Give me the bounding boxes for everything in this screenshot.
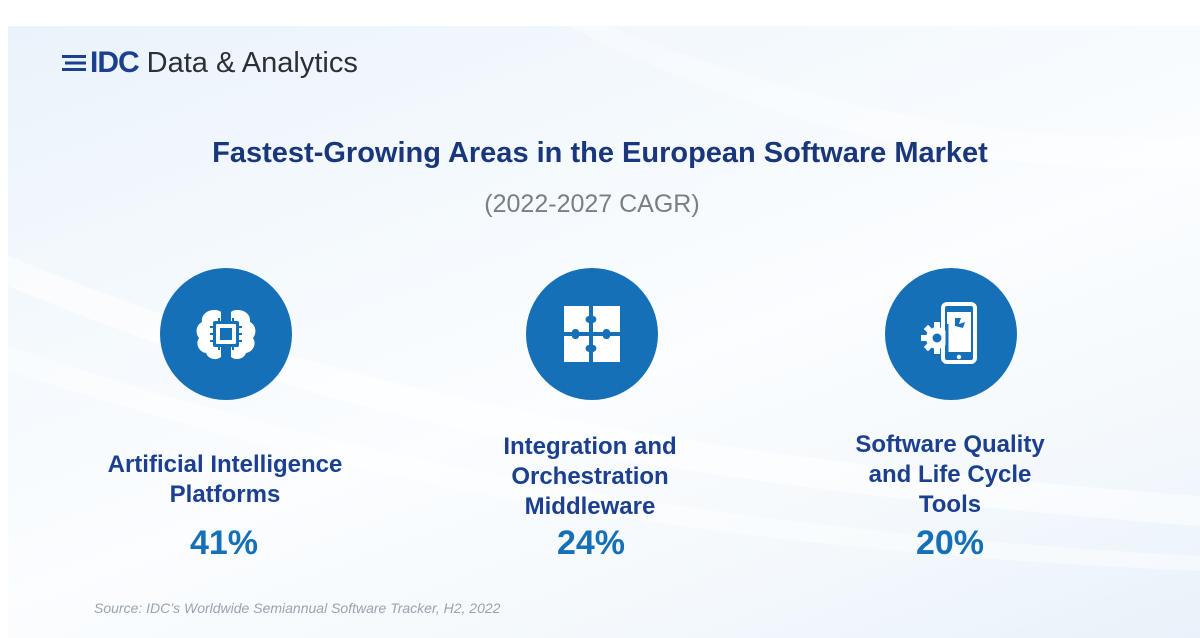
- label-line: Platforms: [169, 481, 281, 508]
- label-line: and Life Cycle: [868, 461, 1032, 488]
- metric-label: Integration and Orchestration Middleware: [440, 432, 740, 522]
- page-subtitle: (2022-2027 CAGR): [484, 190, 700, 218]
- label-line: Middleware: [524, 493, 656, 520]
- metric-value: 20%: [915, 524, 985, 562]
- background-swoosh: [8, 26, 1200, 571]
- metric-value: 41%: [189, 524, 259, 562]
- brand-name: Data & Analytics: [146, 46, 358, 79]
- brand-idc-text: IDC: [90, 46, 140, 79]
- label-line: Tools: [918, 491, 982, 518]
- metric-value: 24%: [556, 524, 626, 562]
- page-title: Fastest-Growing Areas in the European So…: [212, 137, 988, 169]
- label-line: Integration and: [503, 433, 677, 460]
- source-note: Source: IDC’s Worldwide Semiannual Softw…: [94, 600, 501, 616]
- metric-label: Software Quality and Life Cycle Tools: [800, 430, 1100, 520]
- icon-circle: [160, 268, 292, 400]
- puzzle-icon: [564, 306, 620, 362]
- brain-chip-icon: [196, 310, 256, 360]
- metric-label: Artificial Intelligence Platforms: [75, 450, 375, 510]
- idc-logo-icon: [62, 55, 86, 71]
- label-line: Software Quality: [855, 431, 1045, 458]
- label-line: Orchestration: [511, 463, 669, 490]
- gear-tablet-icon: [921, 302, 977, 364]
- label-line: Artificial Intelligence: [107, 451, 343, 478]
- icon-circle: [526, 268, 658, 400]
- icon-circle: [885, 268, 1017, 400]
- brand-logo: IDC Data & Analytics: [62, 46, 358, 80]
